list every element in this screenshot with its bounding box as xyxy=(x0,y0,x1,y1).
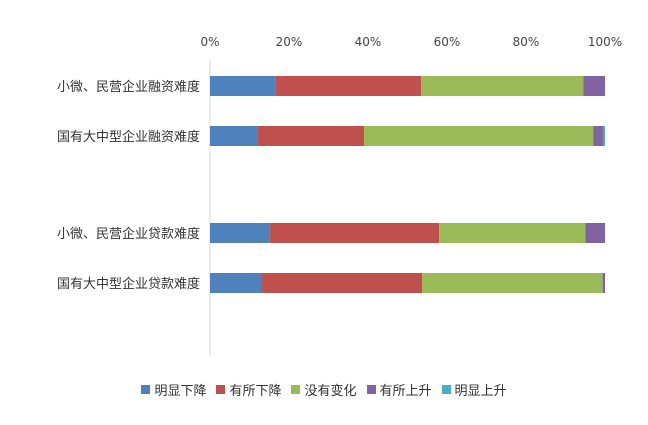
x-tick-label: 0% xyxy=(200,35,219,49)
bar-segment xyxy=(583,76,605,96)
bar-segment xyxy=(602,273,605,293)
legend-swatch xyxy=(366,385,376,394)
bar-segment xyxy=(210,76,276,96)
bar-segment xyxy=(421,76,584,96)
legend-swatch xyxy=(216,385,226,394)
bar-segment xyxy=(439,223,586,243)
x-tick-label: 80% xyxy=(513,35,540,49)
category-label: 小微、民营企业贷款难度 xyxy=(57,226,200,242)
x-axis-ticks: 0% 20% 40% 60% 80% 100% xyxy=(200,35,622,49)
bar-segment xyxy=(210,223,270,243)
bar-segment xyxy=(269,223,440,243)
bar-segment xyxy=(593,126,604,146)
x-tick-label: 20% xyxy=(276,35,303,49)
legend-item: 明显上升 xyxy=(441,380,507,399)
category-label: 国有大中型企业融资难度 xyxy=(57,129,200,145)
category-label: 国有大中型企业贷款难度 xyxy=(57,276,200,292)
x-tick-label: 60% xyxy=(434,35,461,49)
bar-segment xyxy=(585,223,605,243)
stacked-bar-chart: 0% 20% 40% 60% 80% 100% 小微、民营企业融资难度国有大中型企业融资难… xyxy=(57,35,622,355)
bar-segment xyxy=(257,126,365,146)
x-tick-label: 40% xyxy=(355,35,382,49)
legend-label: 明显上升 xyxy=(454,384,507,399)
legend-swatch xyxy=(291,385,301,394)
legend-label: 有所上升 xyxy=(379,384,432,399)
bar-segment xyxy=(364,126,594,146)
bar-segment xyxy=(210,273,262,293)
bar-segment xyxy=(275,76,422,96)
bars xyxy=(210,76,605,293)
legend-label: 有所下降 xyxy=(229,384,282,399)
legend-item: 有所下降 xyxy=(216,380,281,399)
legend-item: 没有变化 xyxy=(291,380,357,399)
bar-segment xyxy=(261,273,423,293)
legend-label: 没有变化 xyxy=(304,384,357,399)
legend: 明显下降 有所下降 没有变化 有所上升 明显上升 xyxy=(0,380,648,399)
category-labels: 小微、民营企业融资难度国有大中型企业融资难度小微、民营企业贷款难度国有大中型企业… xyxy=(57,79,200,292)
bar-segment xyxy=(210,126,258,146)
legend-swatch xyxy=(441,385,451,394)
legend-item: 有所上升 xyxy=(366,380,432,399)
bar-segment xyxy=(603,126,605,146)
bar-segment xyxy=(422,273,603,293)
x-tick-label: 100% xyxy=(588,35,622,49)
legend-swatch xyxy=(141,385,151,394)
category-label: 小微、民营企业融资难度 xyxy=(57,79,200,95)
legend-item: 明显下降 xyxy=(141,380,206,399)
legend-label: 明显下降 xyxy=(154,384,207,399)
